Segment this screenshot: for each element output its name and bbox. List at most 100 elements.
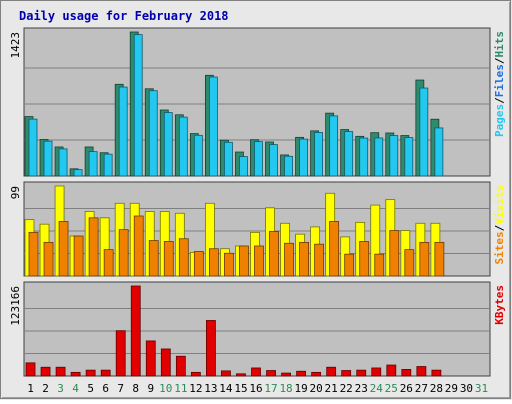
legend-item: / — [493, 57, 506, 64]
bar-kbytes-day-3 — [55, 366, 66, 377]
x-tick-label-day-4: 4 — [72, 382, 79, 395]
bar-kbytes-day-11 — [175, 355, 186, 377]
x-tick-label-day-5: 5 — [87, 382, 94, 395]
bar-sites-day-17 — [269, 231, 279, 277]
bar-sites-day-24 — [374, 253, 385, 277]
bar-pages-day-18 — [284, 155, 293, 177]
panel-top-legend: Pages/Files/Hits — [493, 31, 506, 137]
bar-sites-day-9 — [148, 240, 159, 277]
bar-kbytes-day-7 — [115, 330, 126, 377]
bar-sites-day-16 — [254, 245, 264, 277]
x-axis-day-labels: 1 2 3 4 5 6 7 8 9 10 11 12 13 14 15 16 17 18 19 20 21 22 23 24 2… — [27, 382, 488, 395]
bar-kbytes-day-27 — [416, 366, 427, 377]
chart-panels: 1423Pages/Files/Hits99Sites/Visits123166… — [9, 27, 506, 377]
panel-middle-max-label: 99 — [9, 186, 22, 199]
bar-sites-day-8 — [133, 215, 144, 277]
x-tick-label-day-7: 7 — [117, 382, 124, 395]
bar-sites-day-21 — [329, 221, 340, 277]
bar-kbytes-day-15 — [236, 373, 246, 377]
bar-pages-day-9 — [148, 90, 158, 177]
bar-sites-day-14 — [224, 252, 234, 277]
bar-pages-day-5 — [88, 151, 98, 177]
x-tick-label-day-17: 17 — [264, 382, 277, 395]
bar-kbytes-day-12 — [190, 371, 201, 377]
bar-pages-day-23 — [359, 137, 369, 177]
series-sites — [28, 215, 445, 277]
x-tick-label-day-26: 26 — [400, 382, 413, 395]
x-tick-label-day-25: 25 — [385, 382, 398, 395]
bar-pages-day-13 — [208, 76, 218, 177]
bar-kbytes-day-26 — [401, 369, 412, 377]
x-tick-label-day-28: 28 — [430, 382, 443, 395]
bar-pages-day-7 — [118, 86, 128, 177]
bar-pages-day-2 — [43, 140, 53, 177]
bar-pages-day-1 — [28, 118, 38, 177]
bar-sites-day-3 — [58, 221, 69, 277]
bar-sites-day-6 — [103, 249, 114, 277]
x-tick-label-day-13: 13 — [204, 382, 217, 395]
bar-pages-day-16 — [254, 141, 263, 177]
x-tick-label-day-11: 11 — [174, 382, 187, 395]
x-tick-label-day-21: 21 — [325, 382, 338, 395]
bar-pages-day-11 — [178, 116, 188, 177]
panel-bottom-max-label: 123166 — [9, 286, 22, 326]
bar-kbytes-day-19 — [296, 370, 306, 377]
bar-kbytes-day-8 — [130, 285, 141, 377]
bar-pages-day-28 — [434, 127, 444, 177]
bar-sites-day-13 — [208, 248, 219, 277]
x-tick-label-day-20: 20 — [310, 382, 323, 395]
bar-kbytes-day-25 — [386, 364, 397, 377]
bar-sites-day-4 — [73, 235, 84, 277]
bar-sites-day-22 — [344, 253, 355, 277]
bar-kbytes-day-20 — [311, 371, 322, 377]
bar-kbytes-day-14 — [221, 370, 231, 377]
bar-sites-day-18 — [284, 242, 294, 277]
bar-pages-day-10 — [163, 112, 173, 177]
bar-kbytes-day-1 — [25, 362, 36, 377]
series-kbytes — [25, 285, 442, 377]
x-tick-label-day-22: 22 — [340, 382, 353, 395]
x-tick-label-day-15: 15 — [234, 382, 247, 395]
legend-item: Files — [493, 64, 506, 97]
bar-kbytes-day-23 — [356, 369, 367, 377]
bar-kbytes-day-9 — [145, 340, 156, 377]
bar-pages-day-26 — [404, 137, 414, 177]
bar-pages-day-19 — [299, 138, 308, 177]
x-tick-label-day-30: 30 — [460, 382, 473, 395]
legend-item: Pages — [493, 104, 506, 137]
panel-middle-legend: Sites/Visits — [493, 185, 506, 265]
bar-kbytes-day-21 — [326, 366, 337, 377]
bar-pages-day-3 — [58, 148, 68, 177]
bar-sites-day-25 — [389, 230, 400, 277]
legend-item: Visits — [493, 185, 506, 225]
x-tick-label-day-8: 8 — [132, 382, 139, 395]
bar-pages-day-27 — [419, 87, 429, 177]
bar-pages-day-15 — [239, 156, 248, 177]
bar-kbytes-day-18 — [281, 372, 291, 377]
bar-pages-day-24 — [374, 137, 384, 177]
bar-pages-day-8 — [133, 34, 143, 177]
legend-item: Sites — [493, 231, 506, 264]
x-tick-label-day-2: 2 — [42, 382, 49, 395]
panel-bottom-background — [23, 281, 491, 377]
bar-kbytes-day-17 — [266, 370, 276, 377]
legend-item: KBytes — [493, 285, 506, 325]
chart-title: Daily usage for February 2018 — [19, 9, 229, 23]
bar-pages-day-6 — [103, 153, 113, 177]
bar-kbytes-day-22 — [341, 370, 352, 377]
bar-sites-day-2 — [43, 241, 54, 277]
legend-item: Hits — [493, 31, 506, 58]
bar-sites-day-1 — [28, 231, 39, 277]
bar-sites-day-20 — [314, 243, 325, 277]
bar-pages-day-21 — [329, 115, 339, 177]
x-tick-label-day-27: 27 — [415, 382, 428, 395]
bar-sites-day-11 — [178, 238, 189, 277]
bar-kbytes-day-6 — [100, 369, 111, 377]
x-tick-label-day-16: 16 — [249, 382, 262, 395]
x-tick-label-day-9: 9 — [147, 382, 154, 395]
x-tick-label-day-18: 18 — [279, 382, 292, 395]
bar-sites-day-19 — [299, 241, 309, 277]
